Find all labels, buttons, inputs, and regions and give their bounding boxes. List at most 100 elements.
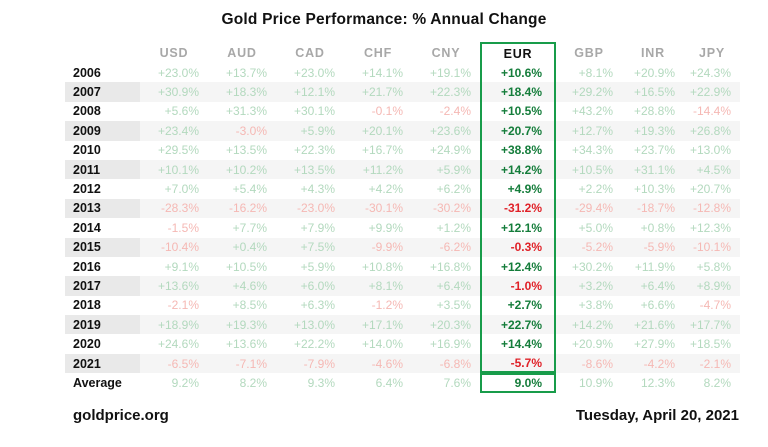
value-cell-2010-inr: +23.7%: [633, 143, 675, 158]
value-cell-2013-aud: -16.2%: [208, 198, 276, 219]
row-label: 2015: [65, 237, 140, 257]
table-row-average: Average 9.2% 8.2% 9.3% 6.4% 7.6% 9.0% 10.9% 12.3…: [65, 373, 740, 393]
value-cell-2018-eur: +2.7%: [480, 295, 556, 316]
column-header-usd: USD: [159, 45, 189, 60]
value-cell-2019-cad: +13.0%: [276, 315, 344, 335]
row-label: 2009: [65, 121, 140, 141]
table-row-2017: 2017 +13.6% +4.6% +6.0% +8.1% +6.4% -1.0% +3.2%…: [65, 276, 740, 296]
value-cell-2006-cad: +23.0%: [293, 65, 335, 80]
value-cell-average-inr: 12.3%: [640, 375, 675, 390]
row-label: Average: [73, 375, 122, 390]
value-cell-2006-usd: +23.0%: [157, 65, 199, 80]
column-header-cny: CNY: [431, 45, 461, 60]
value-cell-2010-chf: +16.7%: [361, 143, 403, 158]
value-cell-2008-jpy: -14.4%: [692, 104, 731, 119]
value-cell-average-jpy: 8.2%: [703, 375, 731, 390]
row-label: 2020: [73, 337, 101, 352]
column-header-aud: AUD: [227, 45, 257, 60]
value-cell-2016-chf: +10.8%: [361, 259, 403, 274]
value-cell-2011-eur: +14.2%: [480, 159, 556, 180]
row-label: 2006: [73, 65, 101, 80]
table-row-2009: 2009 +23.4% -3.0% +5.9% +20.1% +23.6% +20.7% +1…: [65, 121, 740, 141]
value-cell-2012-inr: +10.3%: [633, 182, 675, 197]
value-cell-average-usd: 9.2%: [171, 375, 199, 390]
value-cell-2013-eur: -31.2%: [480, 198, 556, 219]
value-cell-2007-jpy: +22.9%: [684, 82, 740, 102]
value-cell-2015-chf: -9.9%: [344, 237, 412, 257]
row-label: 2007: [65, 82, 140, 102]
value-cell-average-aud: 8.2%: [239, 375, 267, 390]
value-cell-2021-aud: -7.1%: [208, 353, 276, 374]
value-cell-2016-aud: +10.5%: [225, 259, 267, 274]
value-cell-2008-cny: -2.4%: [439, 104, 471, 119]
value-cell-2016-gbp: +30.2%: [571, 259, 613, 274]
value-cell-2020-inr: +27.9%: [633, 337, 675, 352]
value-cell-2017-chf: +8.1%: [344, 276, 412, 296]
value-cell-2014-aud: +7.7%: [232, 220, 267, 235]
value-cell-average-gbp: 10.9%: [578, 375, 613, 390]
table-row-2018: 2018 -2.1% +8.5% +6.3% -1.2% +3.5% +2.7% +3.8% +…: [65, 295, 740, 316]
value-cell-2012-cad: +4.3%: [300, 182, 335, 197]
value-cell-2018-aud: +8.5%: [232, 298, 267, 313]
value-cell-2021-usd: -6.5%: [140, 353, 208, 374]
value-cell-2019-eur: +22.7%: [480, 315, 556, 335]
value-cell-2013-usd: -28.3%: [140, 198, 208, 219]
value-cell-2011-jpy: +4.5%: [684, 159, 740, 180]
value-cell-2008-gbp: +43.2%: [571, 104, 613, 119]
row-label: 2012: [73, 182, 101, 197]
value-cell-2010-usd: +29.5%: [157, 143, 199, 158]
value-cell-2006-gbp: +8.1%: [578, 65, 613, 80]
value-cell-2020-chf: +14.0%: [361, 337, 403, 352]
value-cell-2007-usd: +30.9%: [140, 82, 208, 102]
value-cell-2019-aud: +19.3%: [208, 315, 276, 335]
value-cell-2017-gbp: +3.2%: [556, 276, 622, 296]
value-cell-2021-gbp: -8.6%: [556, 353, 622, 374]
value-cell-2019-usd: +18.9%: [140, 315, 208, 335]
value-cell-2021-cad: -7.9%: [276, 353, 344, 374]
source-brand: goldprice.org: [73, 407, 169, 424]
table-row-2011: 2011 +10.1% +10.2% +13.5% +11.2% +5.9% +14.2% +…: [65, 159, 740, 180]
value-cell-2021-chf: -4.6%: [344, 353, 412, 374]
value-cell-2014-usd: -1.5%: [167, 220, 199, 235]
value-cell-2013-gbp: -29.4%: [556, 198, 622, 219]
value-cell-2020-cad: +22.2%: [293, 337, 335, 352]
row-label: 2010: [73, 143, 101, 158]
date-label: Tuesday, April 20, 2021: [575, 407, 739, 424]
value-cell-2014-cny: +1.2%: [436, 220, 471, 235]
row-label: 2016: [73, 259, 101, 274]
row-label: 2019: [65, 315, 140, 335]
row-label: 2017: [65, 276, 140, 296]
value-cell-2009-usd: +23.4%: [140, 121, 208, 141]
column-header-jpy: JPY: [698, 45, 726, 60]
value-cell-2008-cad: +30.1%: [293, 104, 335, 119]
value-cell-2007-cad: +12.1%: [276, 82, 344, 102]
value-cell-2012-aud: +5.4%: [232, 182, 267, 197]
table-row-2015: 2015 -10.4% +0.4% +7.5% -9.9% -6.2% -0.3% -5.2%…: [65, 237, 740, 257]
value-cell-2009-aud: -3.0%: [208, 121, 276, 141]
value-cell-2012-gbp: +2.2%: [578, 182, 613, 197]
row-label: 2013: [65, 198, 140, 219]
row-label: 2021: [65, 353, 140, 374]
value-cell-2007-eur: +18.4%: [480, 82, 556, 102]
value-cell-2008-eur: +10.5%: [480, 101, 556, 122]
performance-table: USD AUD CAD CHF CNY EUR GBP INR JPY 2006 +23.0% +13…: [65, 42, 740, 393]
value-cell-2017-aud: +4.6%: [208, 276, 276, 296]
value-cell-2016-usd: +9.1%: [164, 259, 199, 274]
column-header-eur: EUR: [480, 42, 556, 63]
value-cell-2021-jpy: -2.1%: [684, 353, 740, 374]
value-cell-2010-cny: +24.9%: [429, 143, 471, 158]
value-cell-2006-inr: +20.9%: [633, 65, 675, 80]
value-cell-2020-gbp: +20.9%: [571, 337, 613, 352]
value-cell-2014-inr: +0.8%: [640, 220, 675, 235]
value-cell-2019-jpy: +17.7%: [684, 315, 740, 335]
value-cell-2012-chf: +4.2%: [368, 182, 403, 197]
value-cell-2007-inr: +16.5%: [622, 82, 684, 102]
value-cell-2009-cny: +23.6%: [412, 121, 480, 141]
value-cell-2007-gbp: +29.2%: [556, 82, 622, 102]
column-header-gbp: GBP: [574, 45, 604, 60]
row-label: 2011: [65, 159, 140, 180]
value-cell-2017-cad: +6.0%: [276, 276, 344, 296]
value-cell-2009-inr: +19.3%: [622, 121, 684, 141]
value-cell-2013-chf: -30.1%: [344, 198, 412, 219]
value-cell-2006-chf: +14.1%: [361, 65, 403, 80]
